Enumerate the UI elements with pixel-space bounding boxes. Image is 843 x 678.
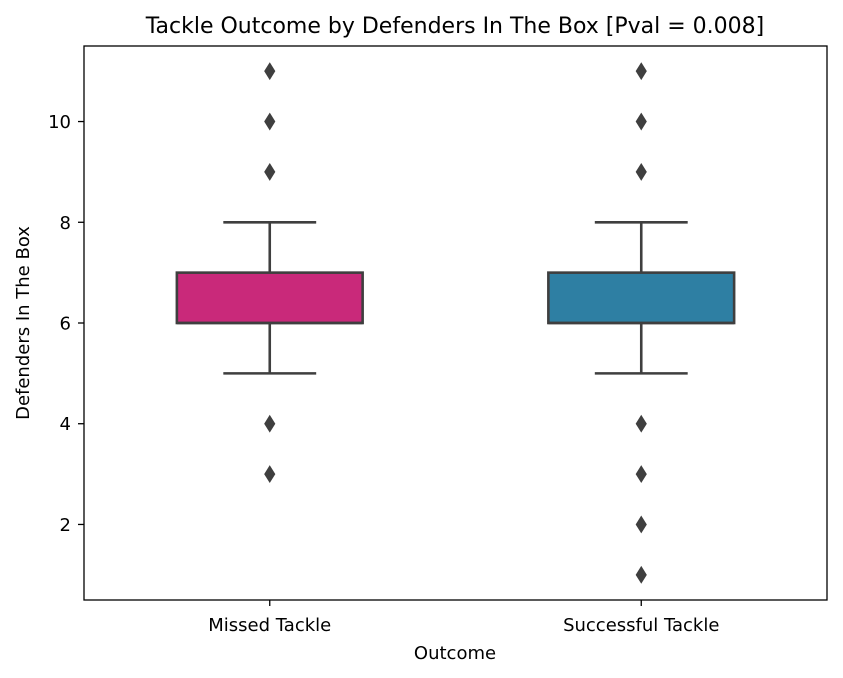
outlier-point (635, 162, 647, 181)
box-group-0 (175, 62, 364, 484)
box-group-1 (547, 62, 736, 584)
outlier-point (635, 465, 647, 484)
outlier-point (264, 162, 276, 181)
y-tick-label: 2 (60, 515, 71, 536)
box-iqr (547, 271, 736, 325)
outlier-point (635, 414, 647, 433)
x-axis-label: Outcome (414, 643, 496, 664)
y-axis-label: Defenders In The Box (13, 226, 34, 420)
y-tick-label: 6 (60, 314, 71, 335)
outlier-point (264, 112, 276, 131)
y-tick-label: 10 (48, 112, 71, 133)
box-iqr (175, 271, 364, 325)
outlier-point (635, 565, 647, 584)
outlier-point (264, 465, 276, 484)
outlier-point (264, 414, 276, 433)
x-tick-label: Missed Tackle (208, 615, 331, 636)
y-tick-label: 8 (60, 213, 71, 234)
outlier-point (635, 515, 647, 534)
y-tick-label: 4 (60, 414, 71, 435)
plot-area (175, 62, 736, 584)
chart-title: Tackle Outcome by Defenders In The Box [… (145, 14, 765, 39)
outlier-point (635, 62, 647, 81)
x-tick-label: Successful Tackle (563, 615, 719, 636)
outlier-point (264, 62, 276, 81)
outlier-point (635, 112, 647, 131)
